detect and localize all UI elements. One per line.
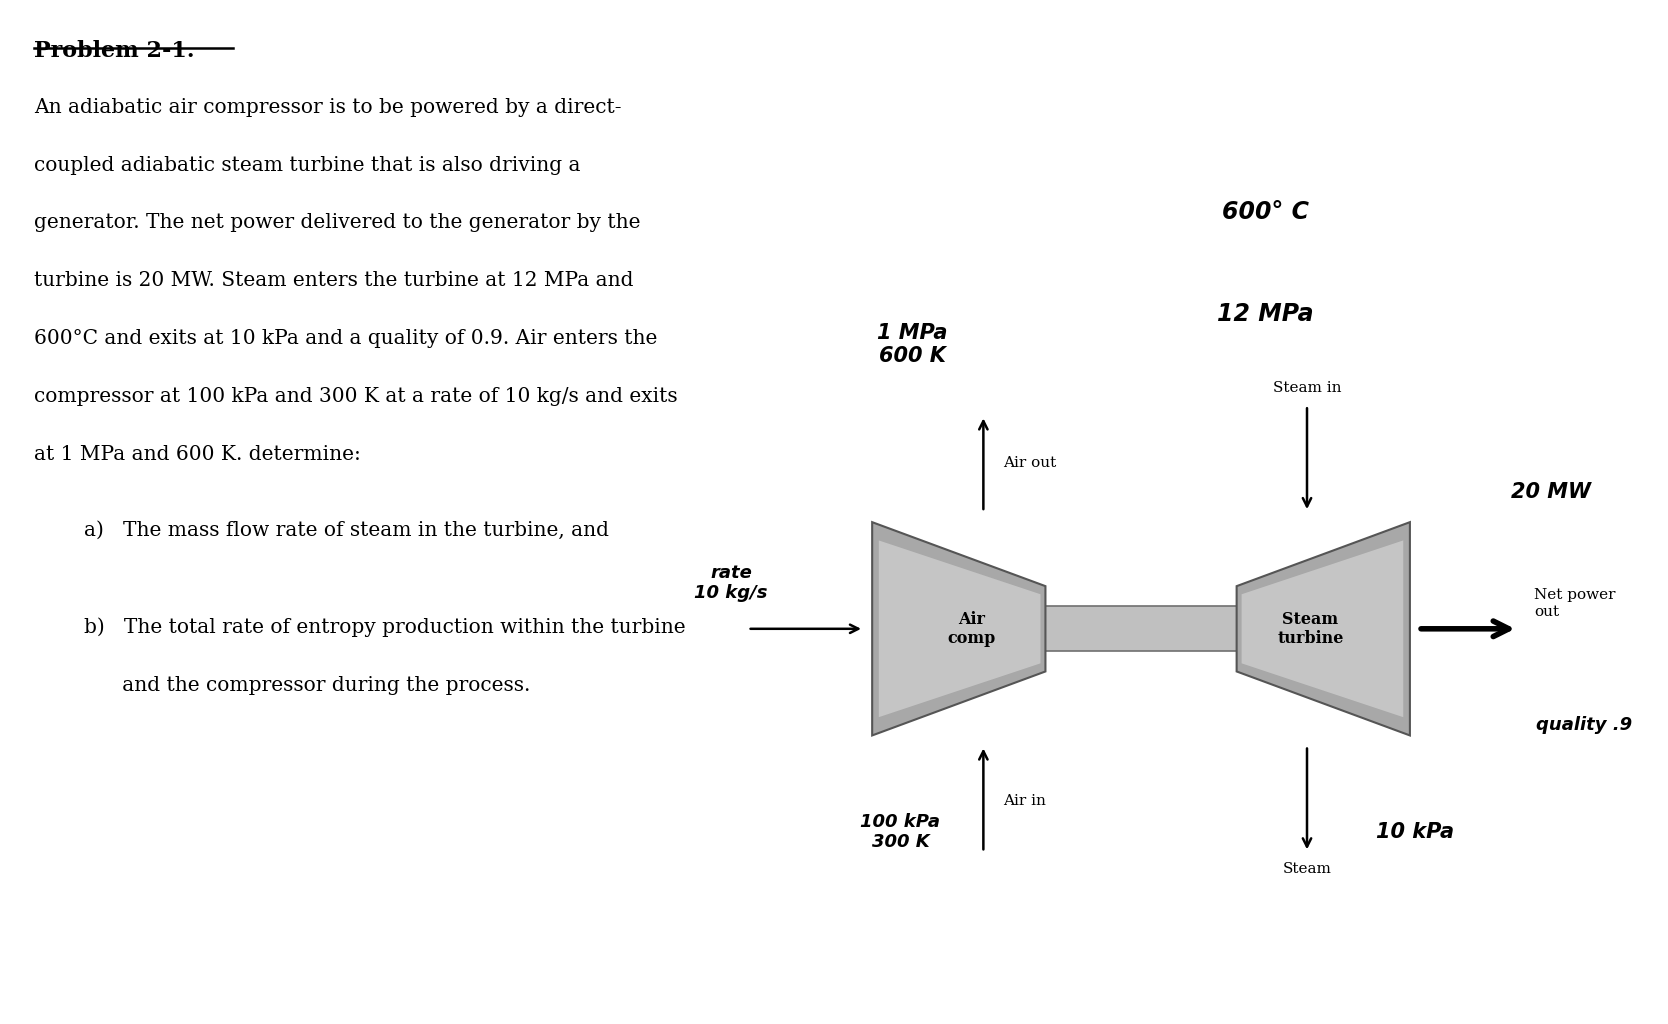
Polygon shape: [872, 522, 1046, 735]
Polygon shape: [1236, 522, 1409, 735]
Polygon shape: [1241, 541, 1403, 717]
Text: compressor at 100 kPa and 300 K at a rate of 10 kg/s and exits: compressor at 100 kPa and 300 K at a rat…: [33, 387, 677, 407]
Text: Air out: Air out: [1002, 457, 1056, 470]
Text: 12 MPa: 12 MPa: [1218, 302, 1314, 326]
Text: at 1 MPa and 600 K. determine:: at 1 MPa and 600 K. determine:: [33, 445, 360, 464]
Text: Problem 2-1.: Problem 2-1.: [33, 40, 195, 61]
Text: Air in: Air in: [1002, 795, 1046, 809]
Text: b)   The total rate of entropy production within the turbine: b) The total rate of entropy production …: [83, 617, 686, 637]
Text: 600°C and exits at 10 kPa and a quality of 0.9. Air enters the: 600°C and exits at 10 kPa and a quality …: [33, 329, 657, 348]
Text: quality .9: quality .9: [1536, 717, 1633, 734]
Text: Air
comp: Air comp: [947, 610, 996, 647]
Text: Steam: Steam: [1283, 862, 1331, 877]
Text: Steam in: Steam in: [1273, 381, 1341, 395]
Text: turbine is 20 MW. Steam enters the turbine at 12 MPa and: turbine is 20 MW. Steam enters the turbi…: [33, 271, 634, 290]
Text: rate
10 kg/s: rate 10 kg/s: [694, 563, 767, 602]
Text: 20 MW: 20 MW: [1511, 481, 1591, 502]
Text: 100 kPa
300 K: 100 kPa 300 K: [861, 812, 941, 851]
Polygon shape: [879, 541, 1041, 717]
Text: 600° C: 600° C: [1223, 201, 1309, 224]
Text: and the compressor during the process.: and the compressor during the process.: [83, 676, 530, 694]
Text: Steam
turbine: Steam turbine: [1278, 610, 1343, 647]
Text: An adiabatic air compressor is to be powered by a direct-: An adiabatic air compressor is to be pow…: [33, 97, 622, 117]
Text: 10 kPa: 10 kPa: [1376, 822, 1454, 842]
Text: Net power
out: Net power out: [1535, 589, 1616, 618]
Polygon shape: [1046, 606, 1236, 651]
Text: coupled adiabatic steam turbine that is also driving a: coupled adiabatic steam turbine that is …: [33, 156, 580, 174]
Text: a)   The mass flow rate of steam in the turbine, and: a) The mass flow rate of steam in the tu…: [83, 521, 609, 540]
Text: generator. The net power delivered to the generator by the: generator. The net power delivered to th…: [33, 213, 641, 232]
Text: 1 MPa
600 K: 1 MPa 600 K: [877, 323, 947, 366]
